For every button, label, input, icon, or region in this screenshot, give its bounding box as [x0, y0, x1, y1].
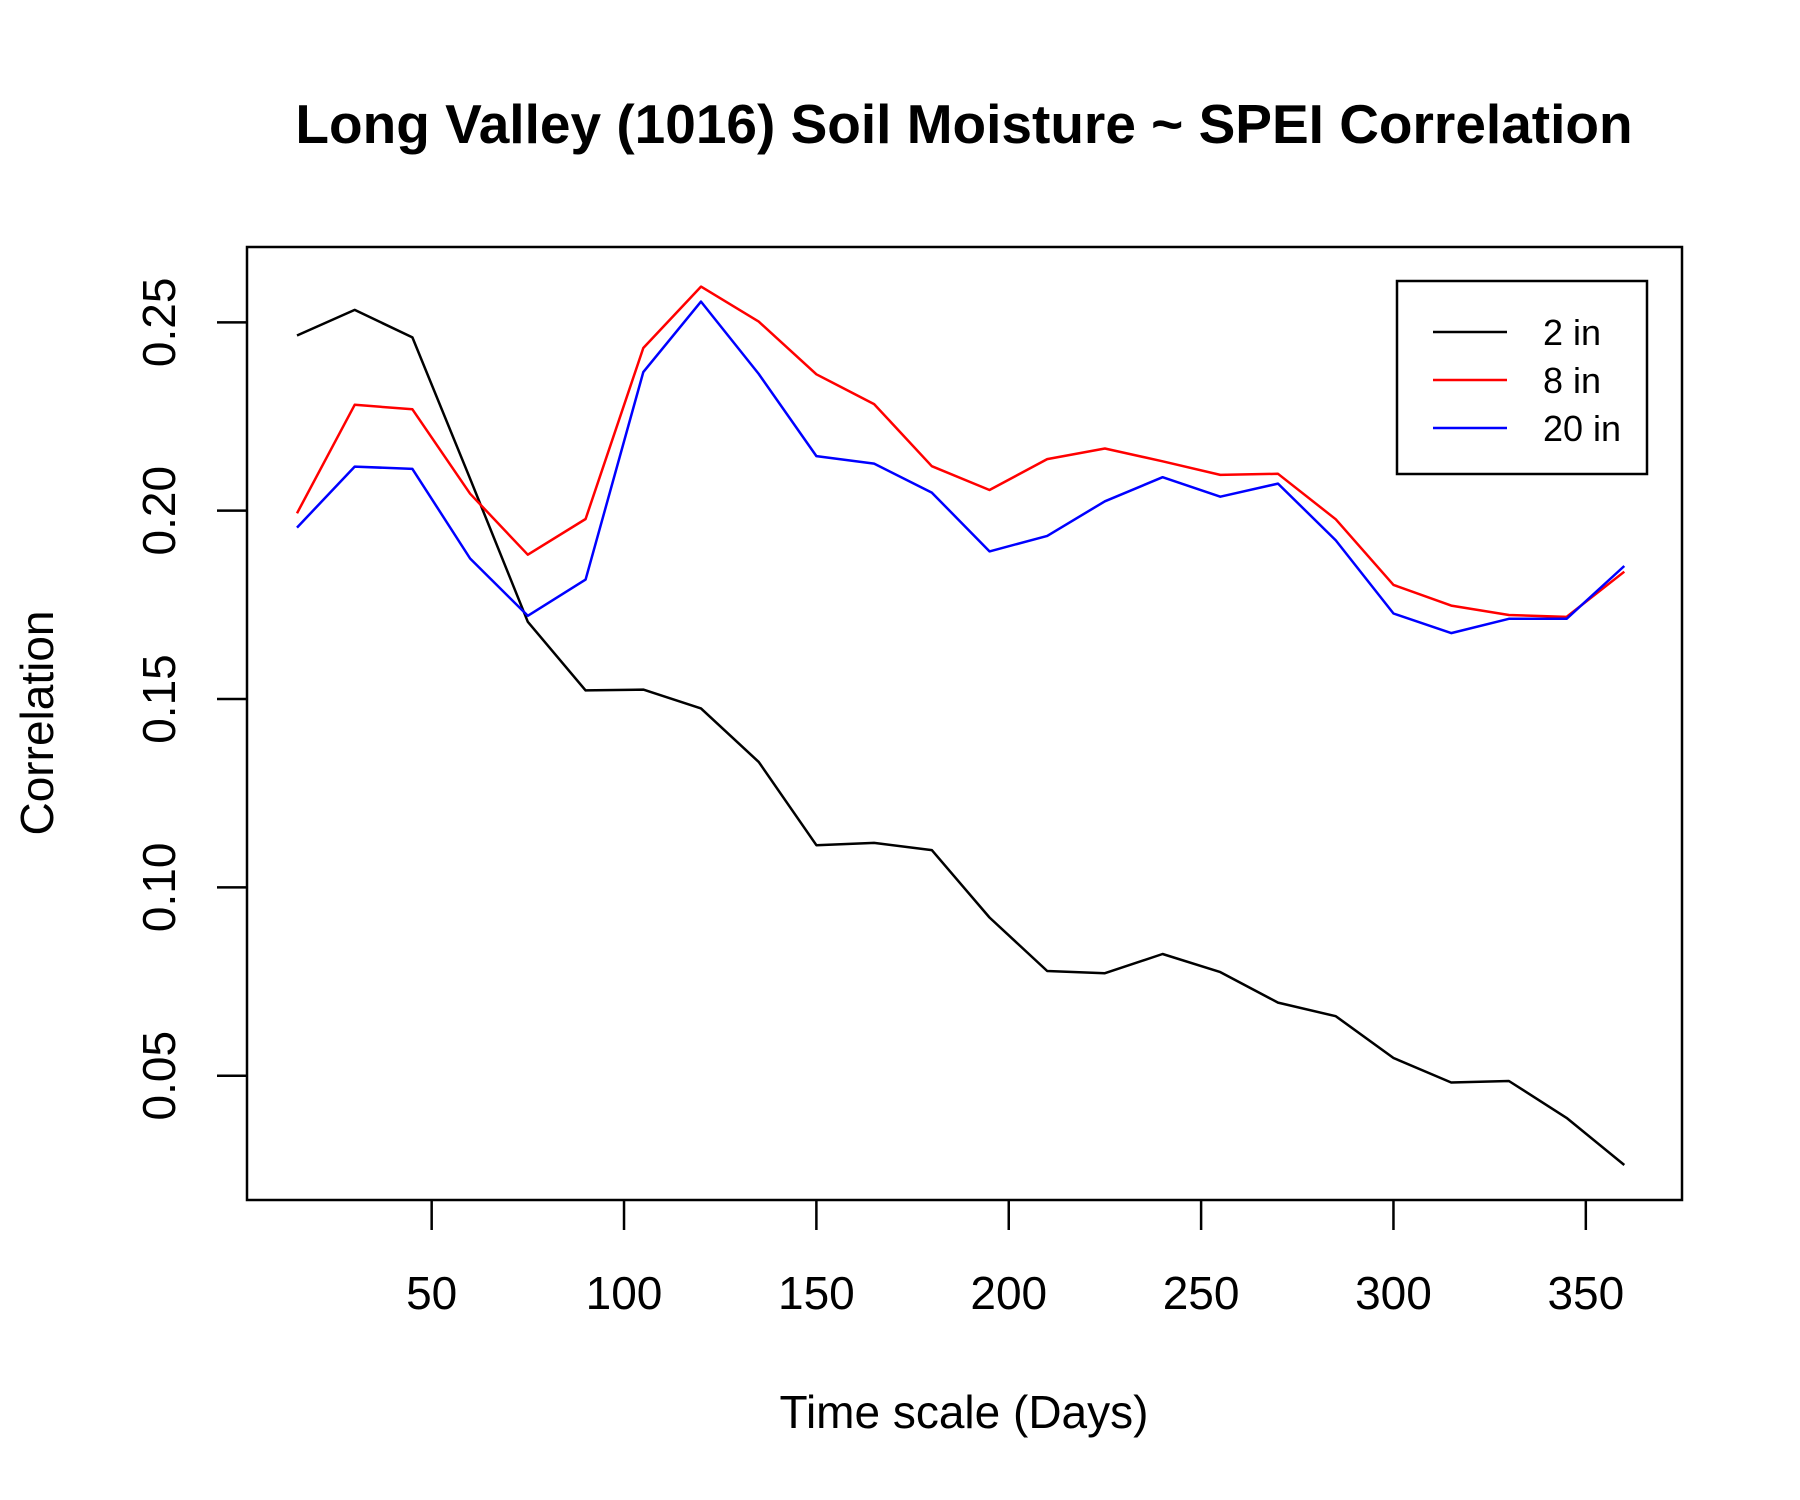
- legend-label: 2 in: [1543, 312, 1601, 353]
- y-tick-label: 0.20: [133, 466, 185, 556]
- series-line-1: [295, 285, 1626, 619]
- x-axis: 50 100 150 200 250 300 350: [406, 1200, 1624, 1319]
- x-axis-label: Time scale (Days): [780, 1386, 1149, 1438]
- legend-box: [1395, 279, 1649, 476]
- x-tick-label: 350: [1547, 1267, 1624, 1319]
- series-line-0: [296, 308, 1626, 1166]
- legend-label: 20 in: [1543, 408, 1621, 449]
- y-tick-label: 0.25: [133, 278, 185, 368]
- series-layer: [295, 285, 1626, 1166]
- y-tick-label: 0.10: [133, 843, 185, 933]
- y-axis-label: Correlation: [11, 611, 63, 836]
- chart-title: Long Valley (1016) Soil Moisture ~ SPEI …: [295, 93, 1632, 155]
- series-line-2: [296, 300, 1626, 635]
- x-tick-label: 50: [406, 1267, 457, 1319]
- x-tick-label: 250: [1163, 1267, 1240, 1319]
- legend: 2 in 8 in 20 in: [1395, 279, 1649, 476]
- plot-area-frame: [245, 245, 1684, 1202]
- y-tick-label: 0.15: [133, 654, 185, 744]
- y-tick-label: 0.05: [133, 1031, 185, 1121]
- x-tick-label: 200: [970, 1267, 1047, 1319]
- legend-label: 8 in: [1543, 360, 1601, 401]
- x-tick-label: 100: [586, 1267, 663, 1319]
- x-tick-label: 150: [778, 1267, 855, 1319]
- x-tick-label: 300: [1355, 1267, 1432, 1319]
- y-axis: 0.05 0.10 0.15 0.20 0.25: [133, 278, 247, 1121]
